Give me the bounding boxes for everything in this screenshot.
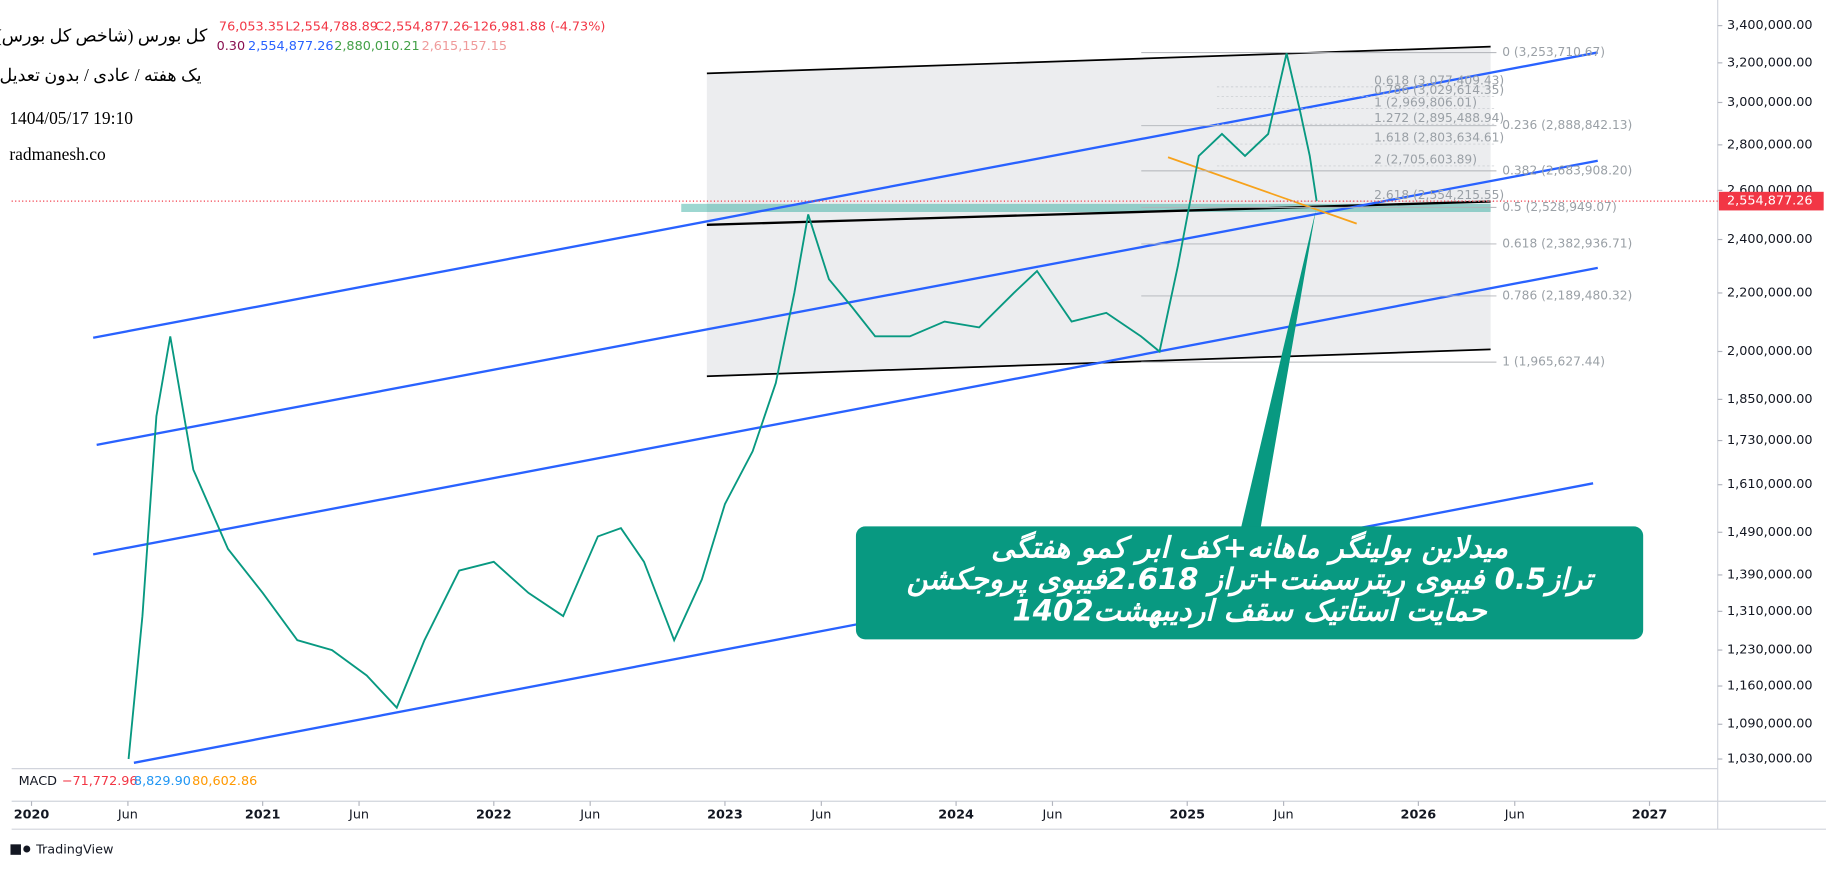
y-tick-label: 1,090,000.00 (1727, 717, 1812, 732)
fib-extension-label: 2 (2,705,603.89) (1374, 153, 1477, 167)
brand: TradingView (10, 843, 113, 858)
y-tick-label: 2,400,000.00 (1727, 232, 1812, 247)
fib-label: 0 (3,253,710.67) (1502, 45, 1605, 59)
last-price-box (1718, 191, 1824, 211)
annotation-pointer (1240, 209, 1316, 532)
fib-label: 0.786 (2,189,480.32) (1502, 288, 1632, 302)
y-tick-label: 1,390,000.00 (1727, 567, 1812, 582)
x-tick-label: 2022 (476, 808, 512, 823)
y-tick-label: 1,230,000.00 (1727, 643, 1812, 658)
trend-channel (92, 266, 1598, 556)
annotation-text: میدلاین بولینگر ماهانه+کف ابر کمو هفتگی (991, 531, 1508, 566)
fib-extension-label: 0.618 (3,077,409.43) (1374, 74, 1504, 88)
x-tick-label: Jun (1273, 808, 1294, 823)
fib-extension-label: 1.618 (2,803,634.61) (1374, 131, 1504, 145)
x-tick-label: Jun (579, 808, 600, 823)
x-tick-label: 2027 (1632, 808, 1668, 823)
macd-label: MACD (19, 774, 58, 789)
brand-name: TradingView (35, 843, 113, 858)
y-tick-label: 3,400,000.00 (1727, 18, 1812, 33)
x-tick-label: 2023 (707, 808, 743, 823)
trend-channel (96, 159, 1598, 447)
ohlc-value: C2,554,877.26 (375, 19, 469, 34)
fib-label: 0.236 (2,888,842.13) (1502, 118, 1632, 132)
ohlc-value: L2,554,788.89 (285, 19, 378, 34)
macd-value: 80,602.86 (192, 774, 257, 789)
indicator-value: 2,554,877.26 (248, 39, 333, 54)
indicator-value: 2,615,157.15 (422, 39, 507, 54)
x-tick-label: Jun (810, 808, 831, 823)
indicator-value: 2,880,010.21 (334, 39, 419, 54)
support-band (681, 203, 1491, 212)
x-tick-label: Jun (1504, 808, 1525, 823)
x-tick-label: 2020 (14, 808, 50, 823)
brand-logo (10, 844, 21, 855)
fib-extension-label: 2.618 (2,554,215.55) (1374, 188, 1504, 202)
y-tick-label: 1,850,000.00 (1727, 392, 1812, 407)
price-line (127, 53, 1318, 760)
y-tick-label: 1,490,000.00 (1727, 525, 1812, 540)
datetime: 1404/05/17 19:10 (9, 108, 133, 128)
fib-label: 1 (1,965,627.44) (1502, 355, 1605, 369)
x-tick-label: 2021 (245, 808, 281, 823)
channel-line (706, 45, 1491, 75)
y-tick-label: 2,000,000.00 (1727, 344, 1812, 359)
fib-label: 0.618 (2,382,936.71) (1502, 236, 1632, 250)
symbol-title: کل بورس (شاخص کل بورس) (0, 25, 208, 46)
fib-extension-label: 0.786 (3,029,614.35) (1374, 83, 1504, 97)
header: کل بورس (شاخص کل بورس) یک هفته / عادی / … (0, 19, 605, 164)
annotation-text: حمایت استاتیک سقف اردیبهشت1402 (1013, 594, 1488, 629)
site: radmanesh.co (9, 144, 106, 164)
ohlc-value: 76,053.35 (219, 19, 284, 34)
range-box (706, 46, 1491, 377)
y-tick-label: 3,000,000.00 (1727, 95, 1812, 110)
x-tick-label: 2024 (938, 808, 974, 823)
fib-extension-label: 1.272 (2,895,488.94) (1374, 111, 1504, 125)
ohlc-change: -126,981.88 (-4.73%) (468, 19, 605, 34)
x-tick-label: 2026 (1401, 808, 1437, 823)
macd-value: 8,829.90 (134, 774, 191, 789)
trend-line (1167, 156, 1357, 225)
annotation-box (855, 526, 1644, 640)
y-tick-label: 1,160,000.00 (1727, 679, 1812, 694)
x-tick-label: Jun (1041, 808, 1062, 823)
y-tick-label: 1,610,000.00 (1727, 477, 1812, 492)
y-tick-label: 1,730,000.00 (1727, 433, 1812, 448)
y-tick-label: 3,200,000.00 (1727, 55, 1812, 70)
fib-extension-label: 1 (2,969,806.01) (1374, 95, 1477, 109)
x-tick-label: Jun (348, 808, 369, 823)
y-tick-label: 1,310,000.00 (1727, 604, 1812, 619)
last-price-label: 2,554,877.26 (1727, 194, 1812, 209)
brand-logo (23, 845, 31, 853)
y-tick-label: 1,030,000.00 (1727, 752, 1812, 767)
fib-label: 0.382 (2,683,908.20) (1502, 163, 1632, 177)
symbol-subtitle: یک هفته / عادی / بدون تعدیل (0, 65, 202, 86)
trend-channel (92, 51, 1598, 339)
macd-value: −71,772.96 (62, 774, 138, 789)
indicator-value: 0.30 (217, 39, 246, 54)
y-tick-label: 2,200,000.00 (1727, 285, 1812, 300)
fib-label: 0.5 (2,528,949.07) (1502, 200, 1616, 214)
y-tick-label: 2,800,000.00 (1727, 137, 1812, 152)
annotation-text: تراز0.5 فیبوی ریترسمنت+تراز 2.618فیبوی پ… (907, 562, 1597, 597)
x-tick-label: 2025 (1169, 808, 1205, 823)
x-tick-label: Jun (117, 808, 138, 823)
